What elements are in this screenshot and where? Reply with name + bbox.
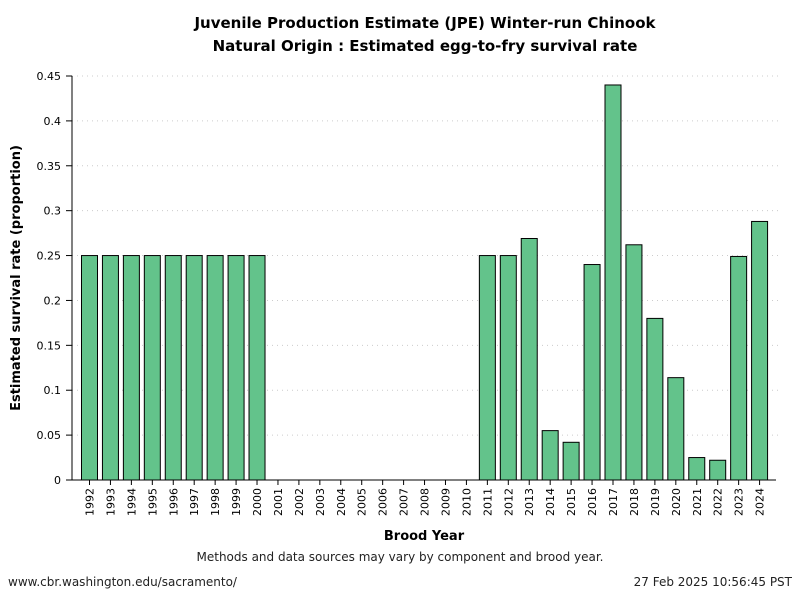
y-tick-label: 0.2 [44,294,62,307]
y-tick-label: 0.35 [37,160,62,173]
bar-2019 [646,317,664,481]
x-tick-label: 2010 [460,488,473,516]
x-tick-label: 2009 [439,488,452,516]
bar-1998 [206,255,224,481]
x-tick-label: 1998 [209,488,222,516]
x-tick-label: 2021 [691,488,704,516]
bar-2018 [625,244,643,481]
bar-2020 [667,377,685,481]
bar-2012 [499,255,517,481]
bar-1997 [185,255,203,481]
x-tick-label: 2008 [419,488,432,516]
bar-2021 [688,457,706,481]
y-tick-label: 0.45 [37,70,62,83]
bar-1992 [81,255,98,481]
x-tick-label: 2020 [670,488,683,516]
x-tick-label: 2006 [377,488,390,516]
x-tick-label: 1994 [125,488,138,516]
x-tick-label: 1993 [104,488,117,516]
bar-2024 [751,220,769,481]
x-tick-label: 2011 [481,488,494,516]
bar-2013 [520,237,538,481]
x-tick-label: 2023 [733,488,746,516]
bar-1999 [227,255,245,481]
x-tick-label: 2007 [398,488,411,516]
x-tick-label: 1996 [167,488,180,516]
y-tick-label: 0.25 [37,250,62,263]
x-tick-label: 1999 [230,488,243,516]
bar-1996 [164,255,182,481]
timestamp: 27 Feb 2025 10:56:45 PST [633,575,792,589]
x-tick-label: 2013 [523,488,536,516]
bar-1995 [143,255,161,481]
x-tick-label: 2019 [649,488,662,516]
x-tick-label: 2012 [502,488,515,516]
bar-2000 [248,255,266,481]
x-tick-label: 2022 [712,488,725,516]
x-tick-label: 2014 [544,488,557,516]
chart-title-line-2: Natural Origin : Estimated egg-to-fry su… [212,37,638,55]
chart-title-line-1: Juvenile Production Estimate (JPE) Winte… [194,14,656,32]
x-tick-label: 2016 [586,488,599,516]
x-tick-label: 2002 [293,488,306,516]
bar-2011 [478,255,496,481]
x-tick-label: 1992 [84,488,97,516]
y-axis-label: Estimated survival rate (proportion) [9,145,24,411]
y-tick-label: 0.15 [37,339,62,352]
x-tick-label: 2018 [628,488,641,516]
y-tick-label: 0 [54,474,61,487]
y-tick-label: 0.05 [37,429,62,442]
x-tick-label: 2001 [272,488,285,516]
x-tick-label: 2000 [251,488,264,516]
bar-2022 [709,459,727,481]
bar-1993 [101,255,119,481]
source-url[interactable]: www.cbr.washington.edu/sacramento/ [8,575,237,589]
bar-2017 [604,84,622,481]
y-tick-label: 0.1 [44,384,62,397]
x-axis-label: Brood Year [384,529,465,544]
bar-2014 [541,430,559,481]
y-tick-label: 0.4 [44,115,62,128]
y-tick-label: 0.3 [44,205,62,218]
x-tick-label: 1997 [188,488,201,516]
x-tick-label: 2017 [607,488,620,516]
bar-2015 [562,441,580,481]
x-tick-label: 2004 [335,488,348,516]
bar-1994 [122,255,140,481]
x-tick-label: 2024 [754,488,767,516]
x-tick-label: 2003 [314,488,327,516]
x-tick-label: 1995 [146,488,159,516]
x-tick-label: 2015 [565,488,578,516]
methods-note: Methods and data sources may vary by com… [196,550,604,564]
bar-2023 [730,255,748,481]
bar-2016 [583,264,601,481]
x-tick-label: 2005 [356,488,369,516]
